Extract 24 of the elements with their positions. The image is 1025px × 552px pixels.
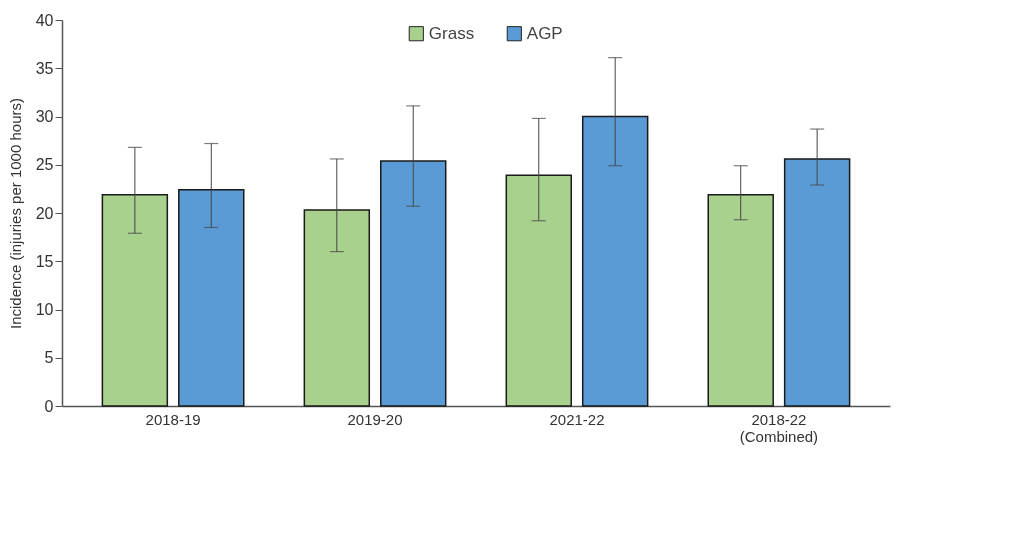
bar: [707, 193, 774, 407]
y-tick-label: 40: [35, 11, 54, 29]
bar: [505, 174, 572, 407]
bar: [581, 115, 649, 407]
bar: [380, 160, 447, 407]
x-tick-label: 2018-19: [145, 410, 201, 428]
y-tick-label: 20: [35, 204, 54, 222]
y-tick-label: 25: [35, 156, 54, 174]
bar: [783, 158, 851, 407]
bar: [101, 193, 169, 407]
bar: [178, 189, 245, 407]
x-tick-label: 2018-22 (Combined): [739, 410, 819, 445]
y-tick-label: 0: [44, 397, 54, 415]
x-tick-label: 2019-20: [347, 410, 403, 428]
y-tick-label: 35: [35, 59, 54, 77]
y-tick-label: 30: [35, 108, 54, 125]
x-tick-label: 2021-22: [549, 410, 605, 428]
legend-label: AGP: [526, 23, 563, 43]
legend-label: Grass: [428, 23, 475, 43]
y-tick-label: 15: [35, 252, 54, 270]
y-axis-title: Incidence (injuries per 1000 hours): [6, 98, 24, 329]
y-tick-label: 10: [35, 301, 54, 318]
y-tick-label: 5: [44, 349, 54, 367]
bar: [303, 209, 371, 407]
